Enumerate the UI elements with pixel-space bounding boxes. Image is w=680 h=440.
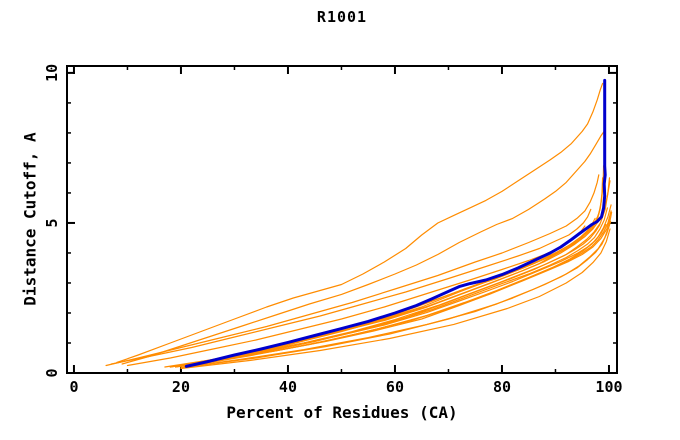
model-curve <box>196 180 611 365</box>
model-curve <box>121 129 606 365</box>
model-curve <box>180 177 604 367</box>
x-tick-label: 0 <box>69 378 78 396</box>
model-curve <box>116 82 604 364</box>
model-curve <box>191 210 612 367</box>
model-curve <box>110 208 592 365</box>
x-tick-label: 80 <box>493 378 511 396</box>
model-curve <box>105 174 600 367</box>
x-tick-label: 20 <box>172 378 190 396</box>
y-tick-label: 10 <box>43 64 61 82</box>
x-tick-label: 60 <box>386 378 404 396</box>
y-axis-label: Distance Cutoff, A <box>20 132 40 306</box>
x-axis-label: Percent of Residues (CA) <box>226 403 458 422</box>
x-tick-label: 100 <box>595 378 622 396</box>
model-curve <box>185 220 612 368</box>
y-tick-label: 5 <box>43 218 61 227</box>
model-curve <box>175 177 611 368</box>
model-curve <box>180 211 613 369</box>
y-tick-label: 0 <box>43 368 61 377</box>
highlighted-model-curve <box>184 78 607 368</box>
chart-title: R1001 <box>316 8 368 26</box>
model-curve <box>180 223 607 367</box>
x-tick-label: 40 <box>279 378 297 396</box>
model-curve <box>180 228 611 370</box>
